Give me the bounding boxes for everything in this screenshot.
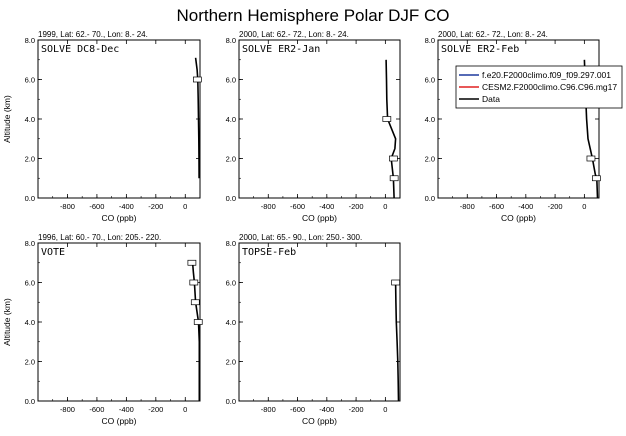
x-tick-label: -400	[319, 202, 334, 211]
x-tick-label: -800	[261, 405, 276, 414]
x-tick-label: 0	[582, 202, 586, 211]
x-tick-label: -200	[349, 405, 364, 414]
figure-title: Northern Hemisphere Polar DJF CO	[176, 6, 450, 25]
data-box-marker	[190, 299, 200, 306]
panel-subtitle: 2000, Lat: 62.- 72., Lon: 8.- 24.	[438, 30, 548, 39]
legend-entry-label: CESM2.F2000climo.C96.C96.mg17	[482, 82, 617, 92]
data-box-marker	[192, 76, 202, 83]
y-tick-label: 0.0	[226, 194, 236, 203]
y-tick-label: 6.0	[25, 76, 35, 85]
y-tick-label: 6.0	[226, 279, 236, 288]
y-tick-label: 4.0	[226, 318, 236, 327]
x-axis-label: CO (ppb)	[102, 416, 137, 426]
data-box-marker	[389, 175, 399, 182]
x-tick-label: -600	[290, 405, 305, 414]
x-tick-label: -800	[261, 202, 276, 211]
x-tick-label: -400	[319, 405, 334, 414]
x-tick-label: 0	[183, 202, 187, 211]
x-tick-label: -400	[119, 405, 134, 414]
x-tick-label: -600	[89, 202, 104, 211]
y-tick-label: 2.0	[425, 155, 435, 164]
y-axis-label: Altitude (km)	[2, 298, 12, 346]
panel-subtitle: 1999, Lat: 62.- 70., Lon: 8.- 24.	[38, 30, 148, 39]
plot-frame	[37, 242, 201, 402]
panel-label: SOLVE ER2-Feb	[441, 44, 519, 55]
series-line-data	[194, 57, 200, 179]
data-box-marker	[193, 319, 203, 325]
data-box-marker	[391, 279, 400, 286]
y-tick-label: 6.0	[425, 76, 435, 85]
x-tick-label: 0	[383, 202, 387, 211]
x-tick-label: -800	[60, 202, 75, 211]
x-axis-label: CO (ppb)	[102, 213, 137, 223]
panel-label: SOLVE DC8-Dec	[41, 44, 119, 55]
x-axis-label: CO (ppb)	[501, 213, 536, 223]
x-tick-label: -600	[489, 202, 504, 211]
legend-box	[455, 65, 623, 109]
data-box-marker	[189, 279, 199, 286]
y-tick-label: 8.0	[25, 36, 35, 45]
panel-subtitle: 2000, Lat: 62.- 72., Lon: 8.- 24.	[239, 30, 349, 39]
panel-label: VOTE	[41, 247, 65, 258]
y-tick-label: 6.0	[226, 76, 236, 85]
data-box-marker	[187, 259, 197, 266]
plot-frame	[37, 39, 201, 199]
y-tick-label: 8.0	[226, 36, 236, 45]
series-line-data	[394, 282, 400, 402]
x-tick-label: -400	[518, 202, 533, 211]
y-tick-label: 8.0	[226, 239, 236, 248]
legend-entry-label: f.e20.F2000climo.f09_f09.297.001	[482, 70, 611, 80]
y-tick-label: 4.0	[25, 318, 35, 327]
x-axis-label: CO (ppb)	[302, 416, 337, 426]
data-box-marker	[586, 155, 596, 162]
y-tick-label: 4.0	[425, 115, 435, 124]
panel-label: SOLVE ER2-Jan	[242, 44, 320, 55]
panel-subtitle: 1996, Lat: 60.- 70., Lon: 205.- 220.	[38, 233, 161, 242]
x-tick-label: 0	[183, 405, 187, 414]
x-tick-label: -200	[349, 202, 364, 211]
y-tick-label: 8.0	[425, 36, 435, 45]
y-tick-label: 0.0	[25, 397, 35, 406]
y-tick-label: 4.0	[25, 115, 35, 124]
plot-frame	[238, 242, 401, 402]
x-tick-label: -800	[60, 405, 75, 414]
y-axis-label: Altitude (km)	[2, 95, 12, 143]
x-tick-label: -200	[548, 202, 563, 211]
legend: f.e20.F2000climo.f09_f09.297.001 CESM2.F2…	[455, 65, 623, 109]
data-box-marker	[592, 175, 601, 182]
plot-frame	[238, 39, 401, 199]
x-tick-label: 0	[383, 405, 387, 414]
legend-entry-label: Data	[482, 94, 500, 104]
y-tick-label: 8.0	[25, 239, 35, 248]
x-tick-label: -800	[460, 202, 475, 211]
y-tick-label: 0.0	[226, 397, 236, 406]
panel-subtitle: 2000, Lat: 65.- 90., Lon: 250.- 300.	[239, 233, 362, 242]
data-box-marker	[389, 155, 398, 162]
y-tick-label: 2.0	[25, 155, 35, 164]
y-tick-label: 0.0	[425, 194, 435, 203]
x-tick-label: -200	[148, 405, 163, 414]
y-tick-label: 0.0	[25, 194, 35, 203]
panel-label: TOPSE-Feb	[242, 247, 296, 258]
plot-frame	[437, 39, 600, 199]
series-line-data	[385, 59, 397, 199]
x-tick-label: -200	[148, 202, 163, 211]
y-tick-label: 2.0	[226, 155, 236, 164]
data-box-marker	[382, 116, 392, 122]
y-tick-label: 2.0	[25, 358, 35, 367]
y-tick-label: 2.0	[226, 358, 236, 367]
x-axis-label: CO (ppb)	[302, 213, 337, 223]
x-tick-label: -400	[119, 202, 134, 211]
x-tick-label: -600	[89, 405, 104, 414]
x-tick-label: -600	[290, 202, 305, 211]
y-tick-label: 6.0	[25, 279, 35, 288]
series-line-data	[191, 262, 201, 401]
y-tick-label: 4.0	[226, 115, 236, 124]
